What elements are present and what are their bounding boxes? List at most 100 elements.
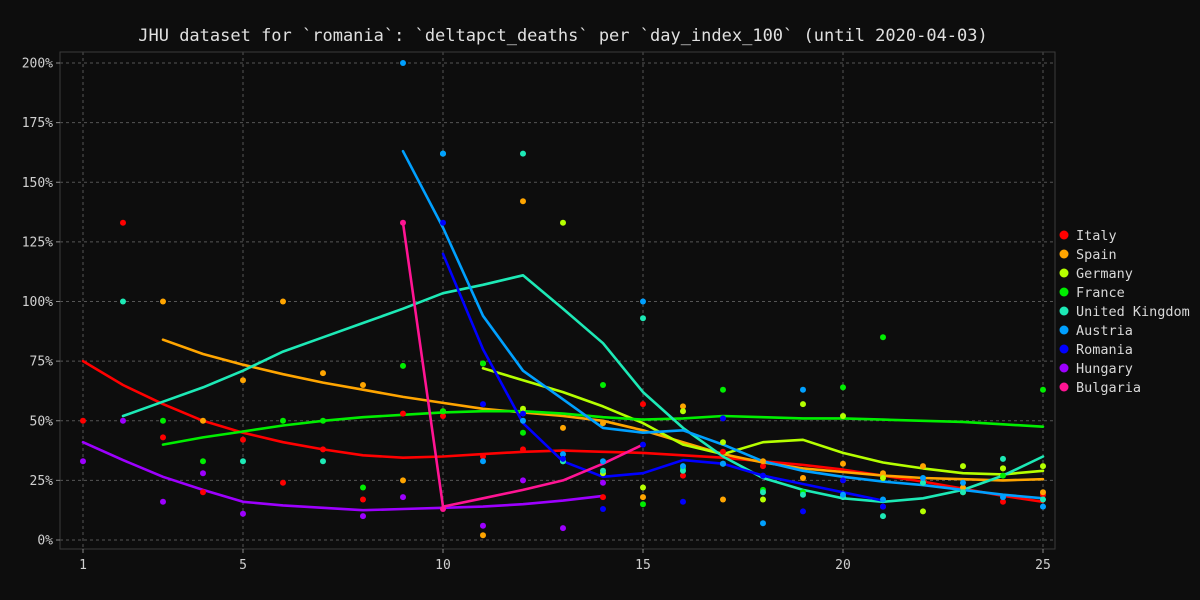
data-point-italy [440,413,446,419]
data-point-romania [600,506,606,512]
plot-frame [59,51,1056,550]
legend-marker-italy [1059,230,1069,240]
data-point-bulgaria [400,219,406,226]
data-point-united-kingdom [120,298,126,305]
data-point-italy [120,219,126,226]
plot-area-border [59,51,1056,550]
data-point-austria [440,150,446,157]
legend-marker-france [1059,287,1069,297]
data-point-spain [800,475,806,481]
data-point-france [1040,386,1046,393]
data-point-germany [1000,465,1006,472]
legend-marker-romania [1059,344,1069,354]
data-point-germany [560,219,566,226]
data-point-romania [440,219,446,226]
data-point-spain [840,460,846,467]
data-point-romania [520,410,526,417]
trend-line-romania [441,252,885,502]
legend-label-italy: Italy [1076,228,1117,244]
data-point-united-kingdom [600,467,606,474]
x-axis: 1 5 10 15 20 25 [79,549,1051,573]
legend-marker-united-kingdom [1059,306,1069,316]
data-point-france [440,408,446,415]
data-point-bulgaria [440,506,446,512]
data-point-austria [960,479,966,486]
data-point-romania [720,415,726,422]
data-point-france [840,384,846,391]
data-point-italy [320,446,326,453]
data-point-spain [920,463,926,470]
data-point-austria [800,386,806,393]
data-point-spain [760,458,766,465]
data-point-italy [280,479,286,486]
data-point-hungary [80,458,86,465]
data-point-france [880,334,886,341]
data-point-italy [640,401,646,408]
data-point-united-kingdom [640,315,646,322]
x-tick-label: 10 [435,558,451,573]
legend-label-spain: Spain [1076,247,1117,263]
data-point-germany [920,508,926,515]
data-point-hungary [400,494,406,501]
legend-label-germany: Germany [1076,266,1133,282]
legend-marker-bulgaria [1059,382,1069,392]
data-point-italy [400,410,406,417]
trend-line-germany [481,367,1045,476]
data-point-spain [560,424,566,431]
data-point-spain [520,198,526,205]
data-point-hungary [600,479,606,486]
data-point-hungary [560,525,566,532]
data-point-united-kingdom [320,458,326,465]
data-point-spain [360,382,366,388]
data-point-romania [800,508,806,515]
legend-marker-germany [1059,268,1069,278]
legend-label-bulgaria: Bulgaria [1076,380,1141,396]
data-point-italy [160,434,166,441]
y-tick-label: 50% [30,414,54,429]
data-point-germany [840,413,846,419]
data-point-austria [560,451,566,458]
data-point-united-kingdom [520,150,526,157]
data-point-austria [880,496,886,503]
x-tick-label: 15 [635,558,651,573]
data-point-united-kingdom [760,489,766,496]
legend-label-austria: Austria [1076,323,1133,339]
legend-marker-spain [1059,249,1069,259]
data-point-italy [480,453,486,460]
data-point-united-kingdom [800,491,806,498]
data-point-france [360,484,366,491]
data-point-hungary [360,513,366,520]
data-point-germany [520,405,526,412]
data-point-austria [400,60,406,66]
data-point-hungary [240,510,246,517]
y-tick-label: 25% [30,474,54,489]
data-point-united-kingdom [920,479,926,486]
data-point-united-kingdom [240,458,246,465]
data-point-germany [720,439,726,446]
data-point-austria [760,520,766,527]
y-tick-label: 75% [30,355,54,370]
x-tick-label: 1 [79,558,87,573]
y-tick-label: 175% [22,116,53,131]
data-point-spain [1040,489,1046,496]
data-point-austria [1040,503,1046,510]
data-point-spain [680,403,686,410]
data-point-france [720,386,726,393]
data-point-spain [320,370,326,377]
x-tick-label: 5 [239,558,247,573]
data-point-hungary [200,470,206,477]
data-point-spain [880,470,886,477]
legend-label-united-kingdom: United Kingdom [1076,304,1190,320]
data-point-hungary [520,477,526,484]
data-point-germany [880,475,886,481]
data-point-italy [240,436,246,443]
data-point-italy [760,463,766,470]
y-tick-label: 150% [22,176,53,191]
data-point-france [400,362,406,369]
data-point-austria [720,460,726,467]
data-point-romania [760,472,766,479]
data-point-spain [240,377,246,384]
data-point-france [480,360,486,367]
data-point-united-kingdom [960,489,966,496]
